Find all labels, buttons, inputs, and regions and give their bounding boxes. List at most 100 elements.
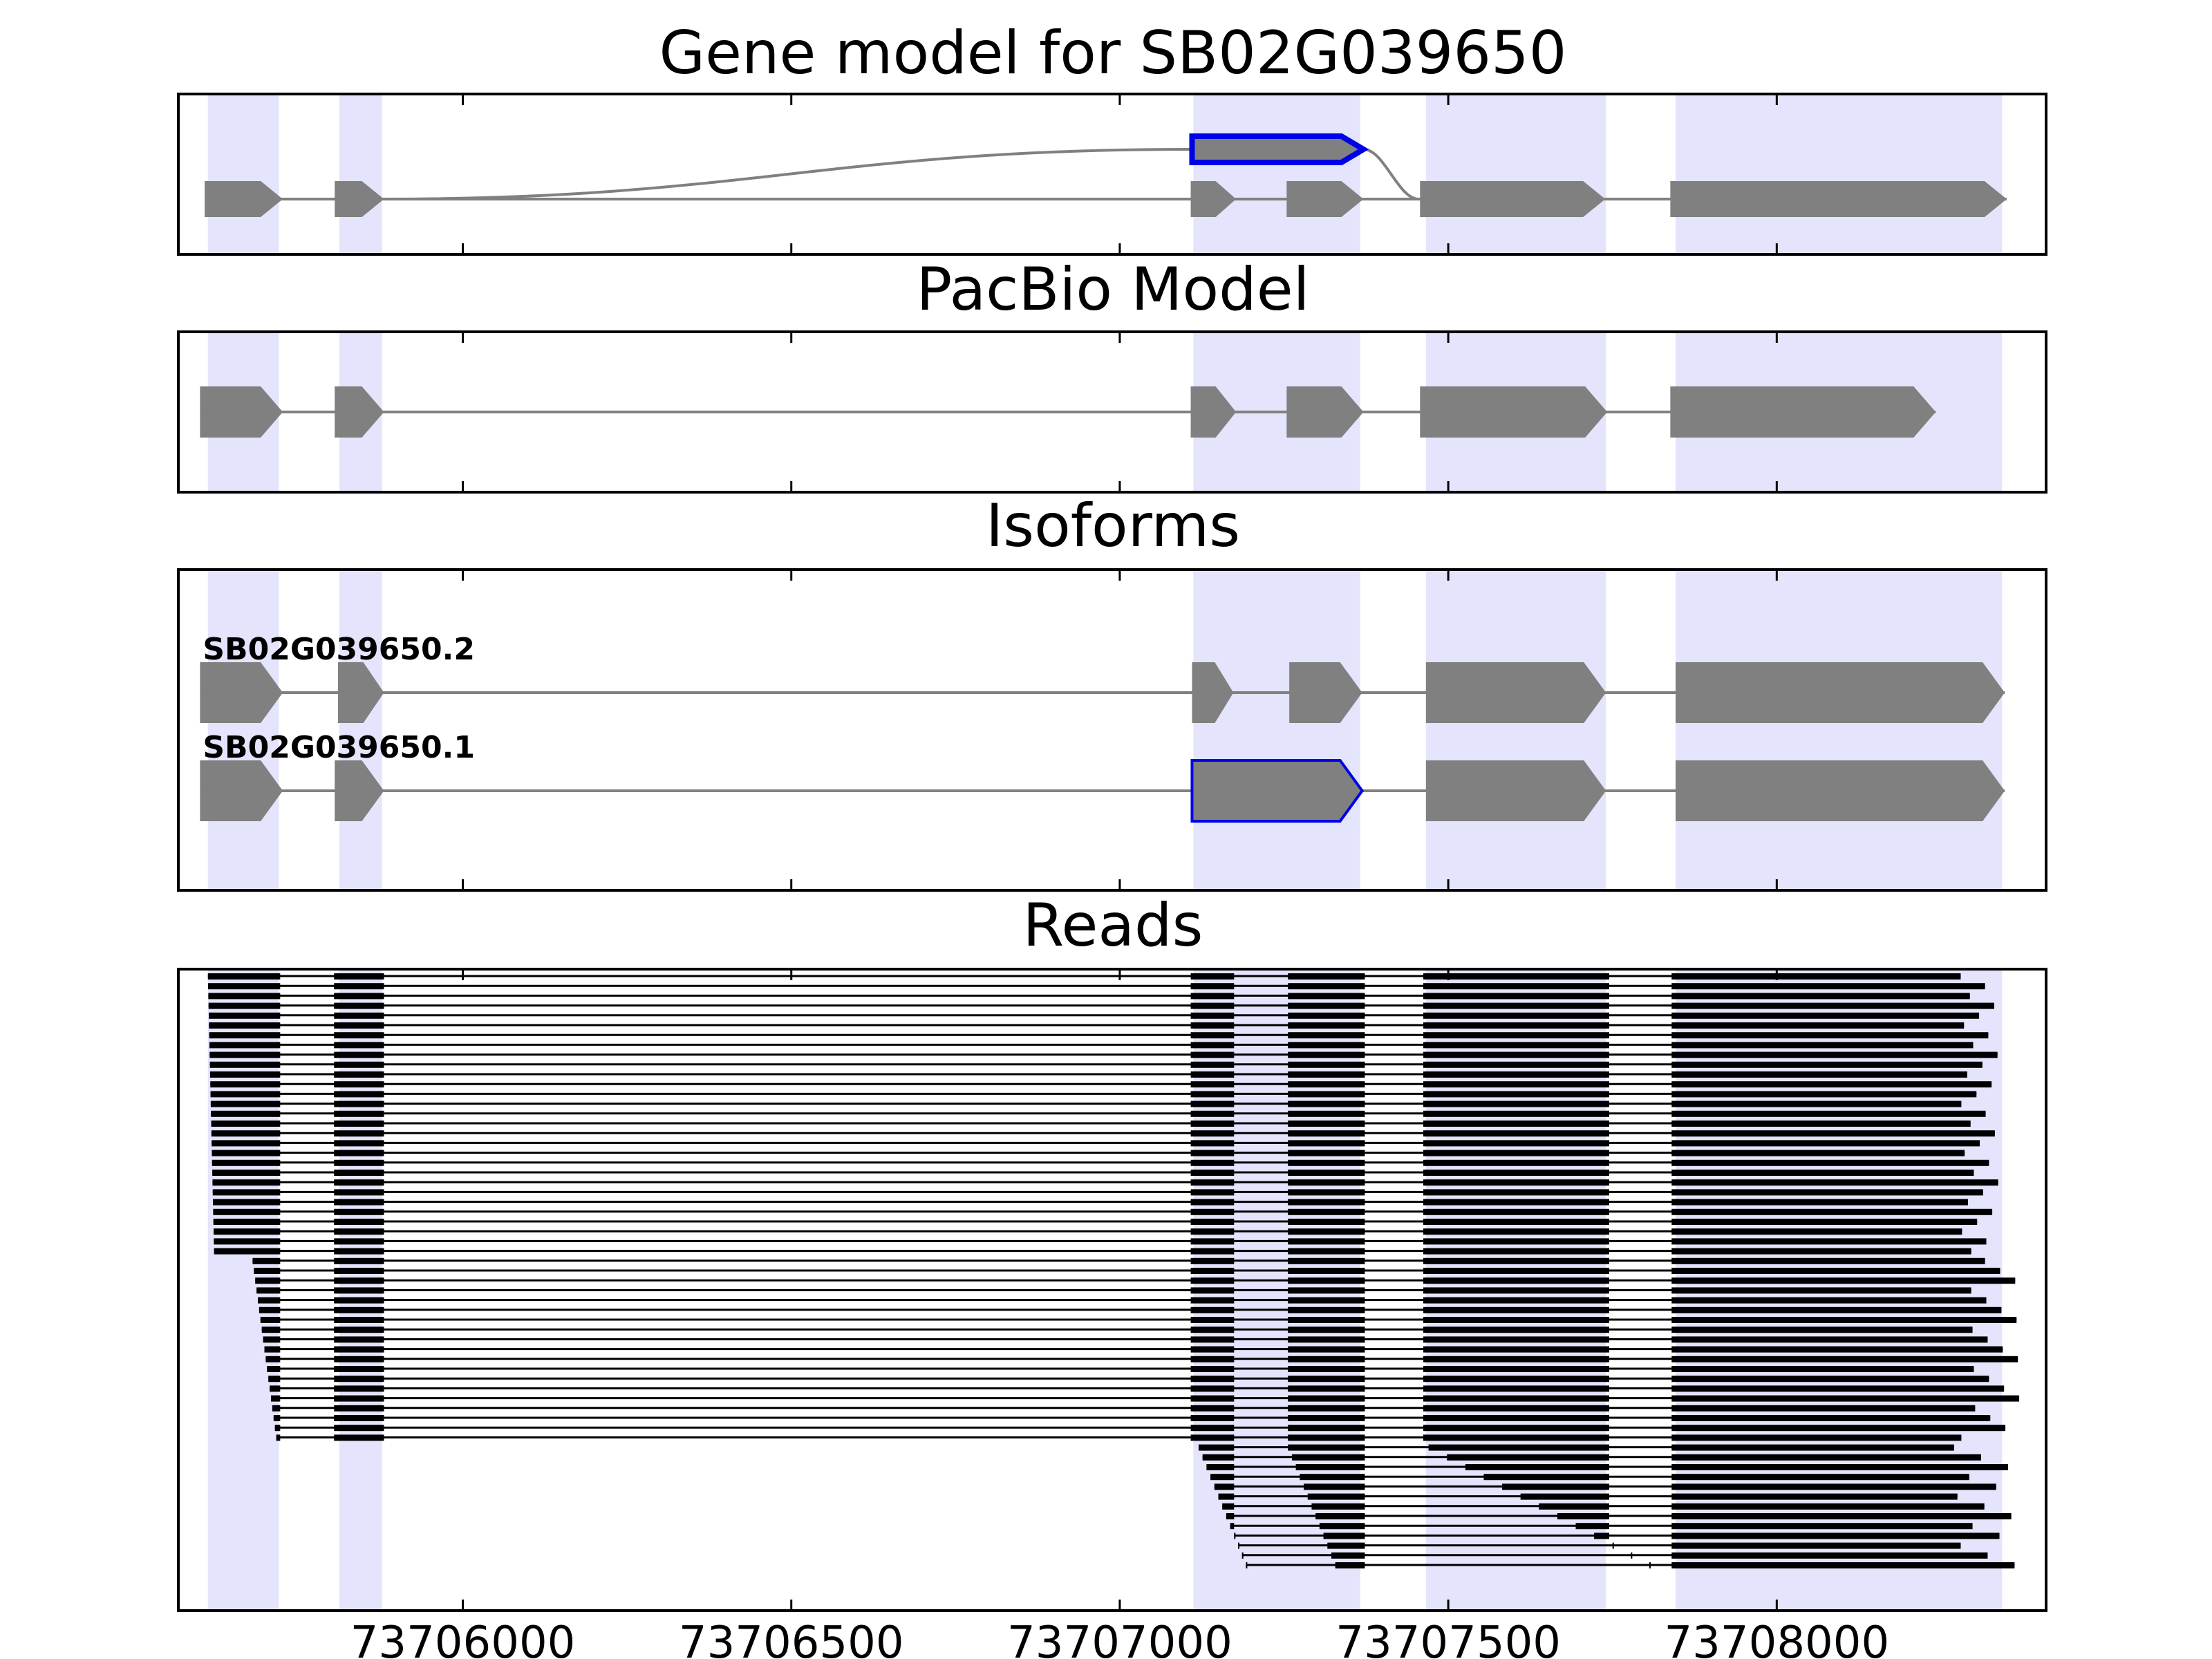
read-block [1423, 1179, 1609, 1186]
read-block [334, 1248, 384, 1255]
read-block [1423, 1415, 1609, 1421]
read-block [1190, 1297, 1235, 1304]
read-block [212, 1159, 281, 1166]
read-block [1671, 1346, 2003, 1353]
read-block [1671, 1552, 1988, 1559]
read-block [1423, 1317, 1609, 1323]
read-block [1190, 1051, 1235, 1058]
read-block [334, 1110, 384, 1117]
read-block [1206, 1464, 1235, 1470]
read-block [259, 1306, 281, 1313]
read-block [1214, 1483, 1235, 1490]
read-block [1671, 1366, 1974, 1372]
read-block [1423, 1061, 1609, 1068]
read-block [1423, 1189, 1609, 1196]
read-block [209, 1022, 281, 1029]
read-block [334, 1081, 384, 1088]
read-block [1631, 1552, 1633, 1559]
read-block [1423, 1376, 1609, 1382]
read-block [273, 1415, 281, 1421]
read-block [1323, 1533, 1365, 1539]
read-block [1649, 1562, 1651, 1568]
read-block [334, 1022, 384, 1029]
read-block [252, 1257, 281, 1264]
read-block [1288, 1405, 1365, 1412]
read-block [334, 993, 384, 1000]
read-block [1288, 1297, 1365, 1304]
exon-block [200, 662, 283, 723]
exon-block [200, 386, 283, 438]
read-block [1190, 1405, 1235, 1412]
read-block [1288, 1081, 1365, 1088]
read-block [1671, 1189, 1983, 1196]
read-block [213, 1219, 281, 1225]
read-block [1190, 1327, 1235, 1333]
read-block [1671, 1483, 1996, 1490]
read-block [261, 1327, 281, 1333]
read-block [1288, 1219, 1365, 1225]
read-block [1671, 1562, 2015, 1568]
read-block [1288, 1268, 1365, 1274]
read-block [276, 1434, 281, 1441]
read-block [1190, 1061, 1235, 1068]
exon-block [1190, 386, 1237, 438]
read-block [1319, 1523, 1365, 1530]
read-block [1190, 1257, 1235, 1264]
read-block [1288, 1159, 1365, 1166]
read-block [1465, 1464, 1609, 1470]
read-block [1190, 993, 1235, 1000]
read-block [1190, 973, 1235, 980]
read-block [1288, 1100, 1365, 1107]
read-block [334, 1071, 384, 1078]
read-block [1190, 983, 1235, 990]
read-block [1520, 1493, 1609, 1500]
read-block [1671, 1356, 2018, 1362]
read-block [334, 1425, 384, 1432]
read-block [1190, 1356, 1235, 1362]
read-block [1190, 1248, 1235, 1255]
read-block [1423, 1051, 1609, 1058]
read-block [1671, 1208, 1993, 1215]
read-block [1226, 1513, 1235, 1519]
read-block [1288, 1150, 1365, 1156]
splice-curve [1363, 148, 1419, 200]
read-block [1190, 1091, 1235, 1098]
read-block [1335, 1562, 1365, 1568]
read-block [1288, 1336, 1365, 1343]
read-block [1671, 1474, 1969, 1481]
read-block [1190, 1042, 1235, 1049]
read-block [334, 1434, 384, 1441]
read-block [334, 1228, 384, 1235]
read-block [1288, 1121, 1365, 1127]
read-block [1671, 1159, 1989, 1166]
read-block [1190, 1385, 1235, 1392]
read-block [255, 1277, 281, 1284]
read-block [1671, 1219, 1978, 1225]
read-block [1671, 1130, 1995, 1137]
read-block [1288, 973, 1365, 980]
read-block [208, 993, 281, 1000]
read-block [1202, 1454, 1235, 1461]
read-block [1288, 1277, 1365, 1284]
reads-title: Reads [1023, 891, 1203, 960]
read-block [1423, 1356, 1609, 1362]
read-block [334, 1297, 384, 1304]
read-block [1241, 1552, 1244, 1559]
read-block [1423, 1327, 1609, 1333]
read-block [334, 1170, 384, 1176]
read-block [334, 1199, 384, 1206]
highlight-band [1193, 94, 1360, 254]
read-block [1671, 993, 1970, 1000]
read-block [1311, 1503, 1365, 1510]
exon-block [1425, 662, 1606, 723]
read-block [334, 1346, 384, 1353]
read-block [1295, 1464, 1365, 1470]
read-block [1447, 1454, 1609, 1461]
read-block [334, 1405, 384, 1412]
read-block [213, 1199, 281, 1206]
read-block [1423, 1248, 1609, 1255]
isoforms-panel: Isoforms SB02G039650.2 SB02G039650.1 [177, 491, 2047, 892]
read-block [1671, 1277, 2016, 1284]
read-block [334, 1356, 384, 1362]
read-block [1671, 1110, 1986, 1117]
